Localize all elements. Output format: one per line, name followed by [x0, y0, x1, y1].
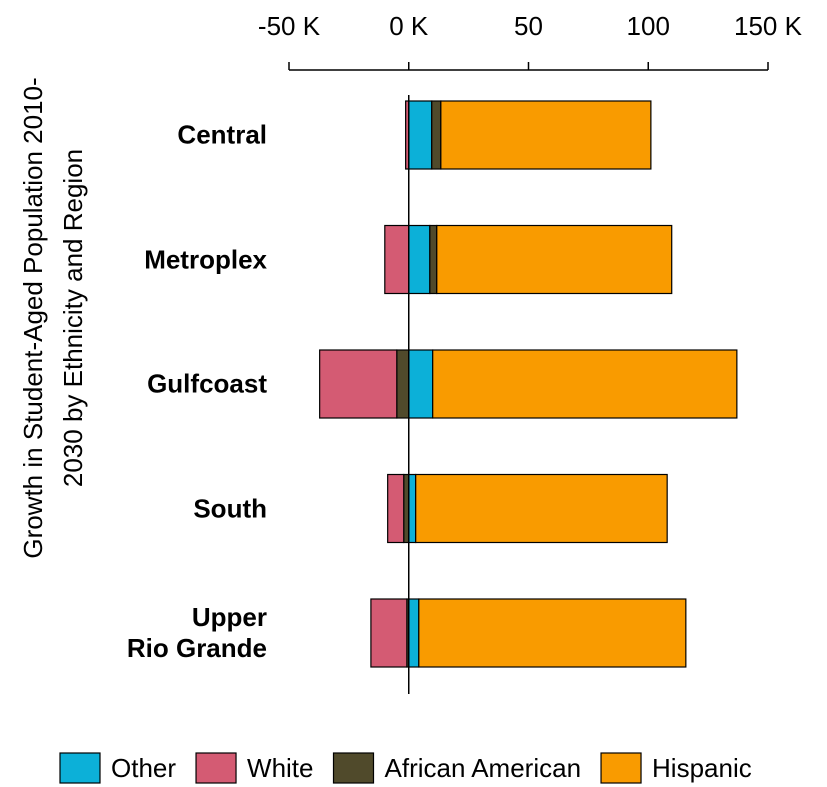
- legend-label: White: [247, 753, 313, 783]
- legend-label: African American: [385, 753, 582, 783]
- x-tick-label: -50 K: [258, 11, 321, 41]
- bar-segment: [415, 473, 668, 544]
- x-tick-label: 0 K: [389, 11, 429, 41]
- category-label: South: [193, 493, 267, 523]
- bar-segment: [408, 473, 417, 544]
- bar-segment: [403, 473, 410, 544]
- bar-segment: [396, 349, 410, 419]
- x-tick-label: 150 K: [734, 11, 803, 41]
- bar-segment: [370, 598, 408, 668]
- bar-segment: [432, 349, 738, 419]
- x-tick-label: 50: [514, 11, 543, 41]
- bar-segment: [408, 100, 433, 170]
- bar-segment: [387, 473, 405, 544]
- bar-segment: [384, 224, 410, 295]
- category-label: Gulfcoast: [147, 368, 267, 399]
- legend-swatch: [59, 752, 101, 784]
- legend-label: Other: [111, 753, 176, 783]
- category-label: Metroplex: [144, 244, 267, 274]
- legend-label: Hispanic: [652, 753, 752, 783]
- bar-segment: [431, 100, 442, 170]
- category-label: Upper Rio Grande: [126, 602, 267, 663]
- bar-segment: [408, 349, 434, 419]
- x-tick-label: 100: [627, 11, 670, 41]
- bar-segment: [408, 224, 431, 295]
- bar-segment: [319, 349, 398, 419]
- bar-segment: [436, 224, 673, 295]
- legend-swatch: [332, 752, 375, 784]
- bar-segment: [418, 598, 687, 668]
- bar-segment: [408, 598, 420, 668]
- legend-swatch: [600, 752, 642, 784]
- category-label: Central: [177, 119, 267, 150]
- bar-segment: [429, 224, 438, 295]
- y-axis-title: 2030 by Ethnicity and Region: [58, 149, 88, 487]
- legend-swatch: [195, 752, 237, 784]
- y-axis-title: Growth in Student-Aged Population 2010-: [18, 77, 48, 558]
- bar-segment: [440, 100, 652, 170]
